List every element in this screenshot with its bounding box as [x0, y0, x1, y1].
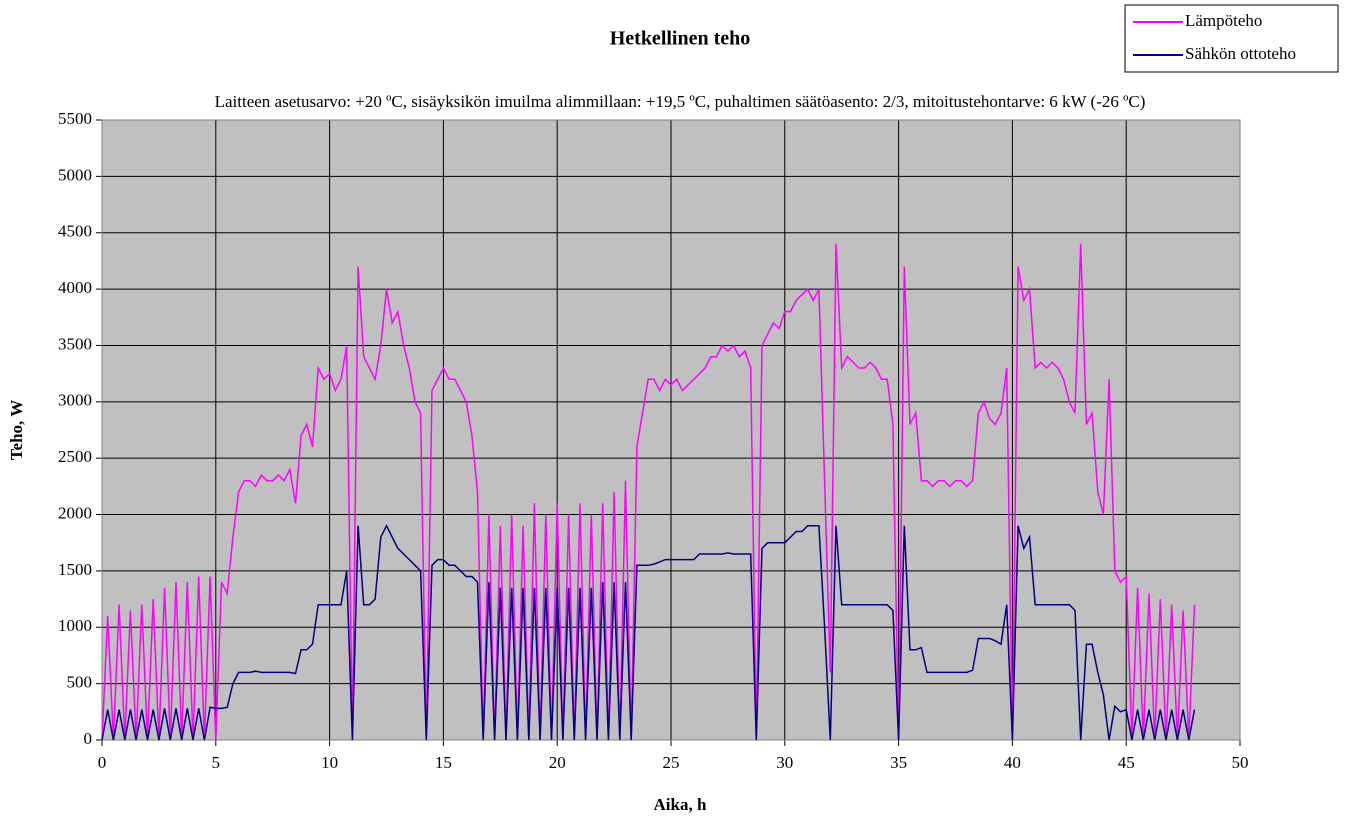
legend-label: Lämpöteho	[1185, 11, 1262, 30]
y-axis-title: Teho, W	[7, 400, 26, 460]
y-tick-label: 0	[84, 729, 93, 748]
x-tick-label: 15	[435, 753, 452, 772]
y-tick-label: 3000	[58, 391, 92, 410]
x-tick-label: 40	[1004, 753, 1021, 772]
chart-title: Hetkellinen teho	[610, 28, 751, 50]
x-tick-label: 10	[321, 753, 338, 772]
legend-box	[1124, 4, 1339, 73]
series-line	[101, 524, 1196, 741]
chart-subtitle: Laitteen asetusarvo: +20 ºC, sisäyksikön…	[215, 92, 1146, 111]
y-tick-label: 2000	[58, 503, 92, 522]
x-tick-label: 50	[1232, 753, 1249, 772]
y-tick-label: 1500	[58, 560, 92, 579]
y-tick-label: 2500	[58, 447, 92, 466]
y-tick-label: 3500	[58, 334, 92, 353]
x-axis-title: Aika, h	[654, 795, 707, 814]
x-tick-label: 30	[776, 753, 793, 772]
y-tick-label: 5000	[58, 165, 92, 184]
x-tick-label: 20	[549, 753, 566, 772]
x-tick-label: 0	[98, 753, 107, 772]
plot-border	[101, 119, 1241, 741]
y-tick-label: 4500	[58, 222, 92, 241]
y-tick-label: 4000	[58, 278, 92, 297]
y-tick-label: 5500	[58, 109, 92, 128]
x-tick-label: 35	[890, 753, 907, 772]
y-tick-label: 1000	[58, 616, 92, 635]
legend-label: Sähkön ottoteho	[1185, 44, 1296, 63]
x-tick-label: 25	[663, 753, 680, 772]
x-tick-label: 5	[212, 753, 221, 772]
y-tick-label: 500	[67, 673, 93, 692]
x-tick-label: 45	[1118, 753, 1135, 772]
